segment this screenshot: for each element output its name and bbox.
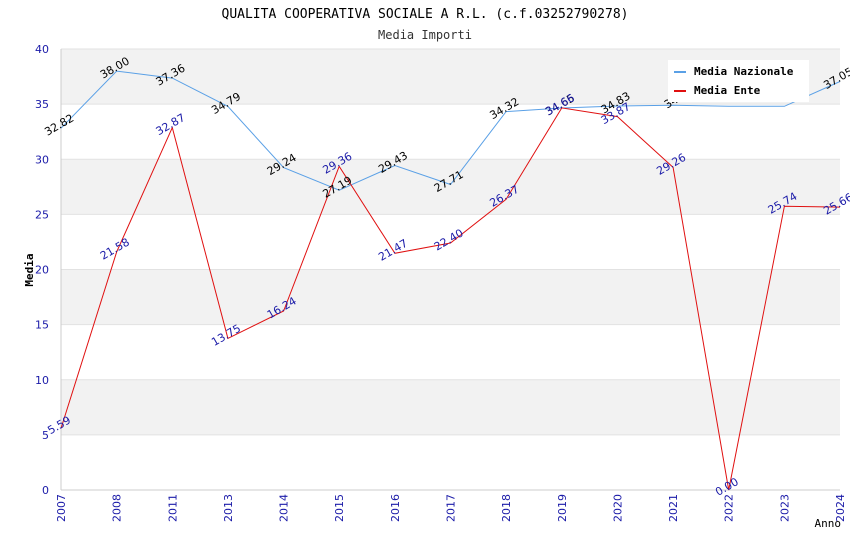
- series-lines: [60, 70, 841, 491]
- x-tick-label: 2019: [556, 494, 569, 522]
- y-tick-label: 0: [42, 484, 49, 497]
- x-tick-label: 2017: [445, 494, 458, 522]
- y-tick-label: 10: [35, 374, 49, 387]
- x-tick-label: 2018: [500, 494, 513, 522]
- y-axis-label: Media: [23, 253, 36, 286]
- x-tick-label: 2015: [333, 494, 346, 522]
- plot-background: [60, 48, 840, 491]
- x-axis-ticks: 2007 2008 2011 2013 2014 2015 2016 2017 2018 2019…: [55, 494, 847, 522]
- series-line-media-ente: [60, 107, 841, 491]
- x-tick-label: 2008: [111, 494, 124, 522]
- y-axis-ticks: 0 5 10 15 20 25 30 35 40: [35, 43, 49, 497]
- grid-band: [61, 434, 840, 490]
- x-tick-label: 2016: [389, 494, 402, 522]
- x-tick-label: 2014: [278, 494, 291, 522]
- grid-band: [61, 379, 840, 435]
- grid-band: [61, 269, 840, 325]
- grid-band: [61, 104, 840, 160]
- legend-box: [668, 60, 809, 102]
- grid-band: [61, 214, 840, 270]
- legend: Media Nazionale Media Ente: [668, 60, 809, 102]
- chart-subtitle: Media Importi: [378, 28, 472, 42]
- y-tick-label: 30: [35, 153, 49, 166]
- grid-band: [61, 324, 840, 380]
- series-line-media-nazionale: [60, 70, 841, 191]
- y-tick-label: 15: [35, 319, 49, 332]
- chart-title: QUALITA COOPERATIVA SOCIALE A R.L. (c.f.…: [222, 7, 629, 22]
- y-tick-label: 20: [35, 264, 49, 277]
- x-tick-label: 2007: [55, 494, 68, 522]
- grid-band: [61, 159, 840, 215]
- x-tick-label: 2024: [834, 494, 847, 522]
- y-tick-label: 35: [35, 98, 49, 111]
- x-tick-label: 2020: [611, 494, 624, 522]
- legend-label-nazionale: Media Nazionale: [694, 65, 794, 78]
- x-tick-label: 2021: [667, 494, 680, 522]
- y-tick-label: 40: [35, 43, 49, 56]
- x-axis-label: Anno: [815, 517, 842, 530]
- x-tick-label: 2011: [166, 494, 179, 522]
- y-tick-label: 25: [35, 208, 49, 221]
- y-tick-label: 5: [42, 429, 49, 442]
- x-tick-label: 2013: [222, 494, 235, 522]
- x-tick-label: 2022: [723, 494, 736, 522]
- x-tick-label: 2023: [778, 494, 791, 522]
- legend-label-ente: Media Ente: [694, 84, 761, 97]
